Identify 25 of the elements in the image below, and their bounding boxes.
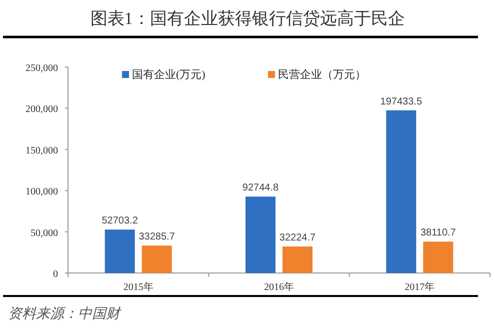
y-tick-label: 50,000: [30, 228, 58, 239]
bar: [246, 196, 276, 273]
bar: [282, 246, 312, 273]
bar: [423, 242, 454, 273]
bar: [104, 230, 135, 273]
bar: [142, 246, 172, 273]
y-tick-label: 100,000: [26, 186, 58, 198]
legend-label: 民营企业（万元）: [278, 68, 366, 81]
x-tick-label: 2017年: [404, 281, 435, 293]
data-label: 52703.2: [102, 216, 138, 227]
bar: [386, 110, 416, 273]
y-tick-label: 150,000: [26, 145, 58, 156]
data-label: 38110.7: [420, 228, 456, 239]
x-tick-label: 2016年: [264, 281, 294, 293]
x-tick-label: 2015年: [123, 281, 154, 293]
data-label: 92744.8: [242, 182, 280, 194]
chart-title: 图表1：国有企业获得银行信贷远高于民企: [90, 9, 405, 28]
y-tick-label: 0: [53, 269, 58, 280]
data-label: 197433.5: [380, 96, 422, 108]
text: 资料来源：中国财: [8, 306, 122, 322]
legend-label: 国有企业(万元): [132, 68, 206, 81]
y-tick-label: 250,000: [26, 63, 58, 74]
data-label: 32224.7: [279, 232, 316, 244]
y-tick-label: 200,000: [26, 104, 58, 116]
data-label: 33285.7: [138, 232, 176, 243]
